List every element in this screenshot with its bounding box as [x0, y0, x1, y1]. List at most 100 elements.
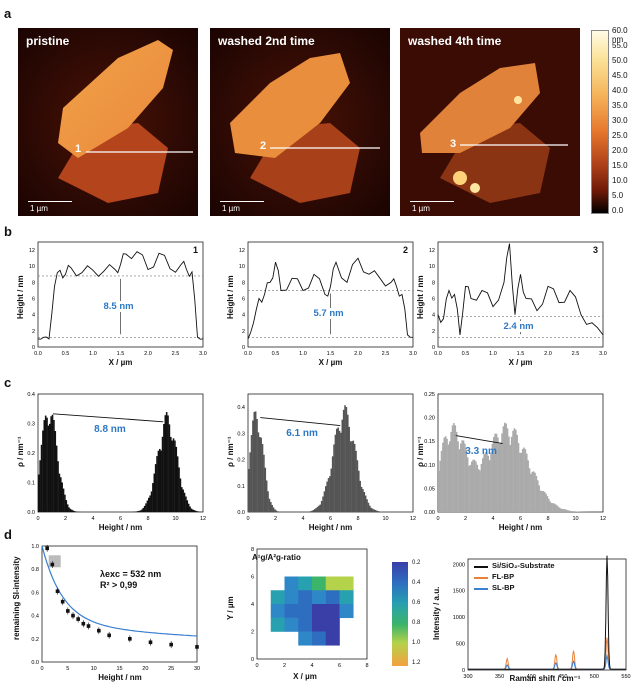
histogram-bar: [460, 443, 462, 512]
x-tick-label: 0.5: [62, 351, 70, 357]
histogram-bar: [264, 467, 267, 512]
histogram-bar: [340, 432, 342, 512]
histogram-bar: [444, 436, 447, 512]
histogram-bar: [268, 498, 271, 512]
profile-xlabel: X / µm: [108, 358, 133, 367]
map-cell: [312, 590, 327, 605]
profile-ylabel: Height / nm: [416, 274, 425, 319]
panel-label-b: b: [4, 224, 12, 239]
map-cell: [339, 576, 354, 591]
step-annotation: 5.7 nm: [312, 307, 345, 319]
afm-title: pristine: [26, 34, 70, 48]
scale-label: 1 µm: [222, 204, 240, 213]
data-point: [86, 624, 91, 628]
histogram-bar: [275, 510, 278, 512]
histogram-bar: [68, 507, 70, 512]
histogram-bar: [331, 456, 334, 512]
y-tick-label: 6: [242, 297, 245, 303]
afm-image-graphic: [18, 28, 198, 216]
histogram-ylabel: ρ / nm⁻¹: [16, 436, 25, 467]
x-tick-label: 0: [436, 516, 439, 522]
data-point: [195, 645, 199, 649]
profile-line: [247, 257, 414, 340]
map-cell: [339, 590, 354, 605]
colorbar-tick: 25.0: [612, 131, 628, 140]
histogram-bar: [526, 453, 528, 512]
y-tick-label: 10: [29, 264, 35, 270]
histogram-bar: [447, 444, 450, 512]
map-cell: [284, 604, 299, 619]
y-tick-label: 0.3: [27, 422, 35, 428]
histogram-bar: [537, 480, 539, 512]
x-tick-label: 500: [590, 674, 599, 680]
histogram-bar: [505, 423, 507, 512]
histogram-bar: [488, 460, 491, 512]
histogram-bar: [182, 489, 184, 512]
raman-spectra: 300 350 400 450 500 550 0 500 1000 1500 2000: [453, 555, 631, 680]
histogram-bar: [370, 507, 372, 512]
histogram-bar: [449, 441, 451, 512]
map-cell: [298, 631, 313, 646]
afm-image-graphic: [400, 28, 580, 216]
y-tick-label: 0.2: [27, 451, 35, 457]
y-tick-label: 1500: [453, 589, 465, 595]
histogram-bar: [325, 486, 327, 512]
histogram-bar: [561, 508, 564, 512]
x-tick-label: 6: [119, 516, 122, 522]
x-tick-label: 2.5: [572, 351, 580, 357]
lambda-label: λexc = 532 nm: [100, 569, 162, 579]
histogram-bar: [152, 483, 154, 512]
x-tick-label: 2.0: [544, 351, 552, 357]
histogram-bar: [274, 509, 276, 512]
legend-swatch: [474, 577, 488, 579]
x-tick-label: 2: [283, 663, 286, 669]
colorbar: [591, 30, 609, 214]
raman-series-line: [468, 637, 626, 670]
histogram-bar: [329, 476, 331, 512]
profile-frame: [247, 241, 414, 348]
histogram-bar: [520, 452, 523, 512]
y-tick-label: 2000: [453, 562, 465, 568]
histogram-bar: [176, 456, 179, 512]
legend-swatch: [474, 588, 488, 590]
colorbar-tick: 20.0: [612, 146, 628, 155]
histogram-bar: [161, 436, 164, 512]
x-tick-label: 8: [146, 516, 149, 522]
histogram-bar: [174, 440, 176, 512]
histogram-bar: [49, 423, 51, 512]
data-point: [55, 589, 60, 594]
histogram-bar: [183, 492, 186, 512]
profile-index: 2: [403, 245, 409, 255]
map-cell: [312, 631, 327, 646]
data-point: [81, 621, 86, 626]
histogram-bar: [316, 506, 319, 512]
legend-label: FL-BP: [492, 572, 515, 581]
histogram-bar: [256, 418, 258, 512]
data-point: [60, 599, 65, 604]
histogram-bar: [187, 503, 190, 512]
histogram-bar: [46, 417, 48, 512]
histogram-bar: [138, 510, 140, 512]
histogram-bar: [360, 486, 363, 512]
y-tick-label: 0.3: [237, 431, 245, 437]
histogram-bar: [38, 474, 40, 512]
x-tick-label: 4: [301, 516, 304, 522]
y-tick-label: 2: [32, 329, 35, 335]
histogram-bar: [541, 491, 543, 512]
histogram-bar: [554, 504, 557, 512]
y-tick-label: 0.4: [27, 392, 35, 398]
data-point: [148, 640, 153, 645]
histogram-bar: [552, 503, 554, 512]
scale-label: 1 µm: [412, 204, 430, 213]
histogram-bar: [57, 461, 59, 512]
map-cell: [298, 590, 313, 605]
histogram-bar: [193, 510, 195, 512]
histogram-bar: [309, 511, 312, 512]
histogram-bar: [366, 499, 368, 512]
scale-label: 1 µm: [30, 204, 48, 213]
histogram-bar: [490, 452, 492, 512]
y-tick-label: 0.8: [31, 567, 39, 573]
x-tick-label: 0.0: [244, 351, 252, 357]
histogram-bar: [143, 505, 146, 512]
x-tick-label: 10: [172, 516, 178, 522]
